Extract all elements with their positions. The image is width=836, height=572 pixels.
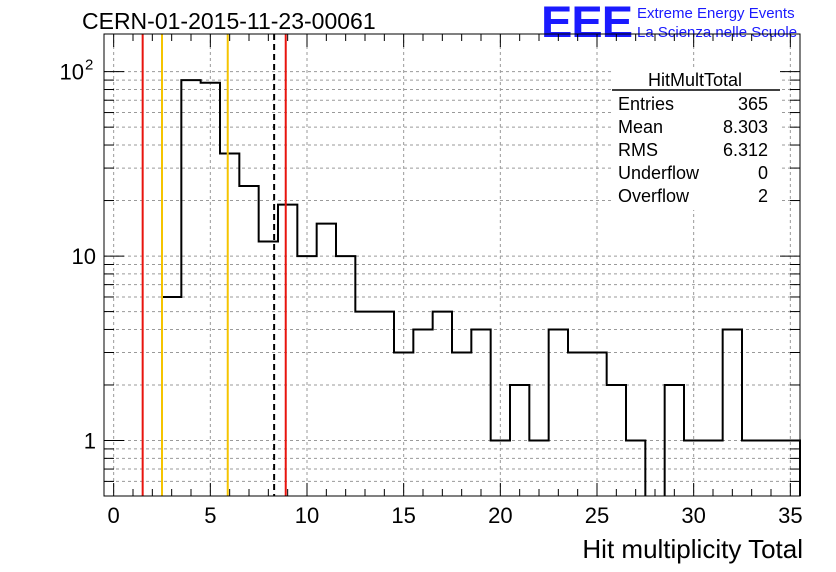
stats-value: 8.303 [723, 117, 768, 137]
chart-title: CERN-01-2015-11-23-00061 [82, 8, 376, 34]
x-tick-label: 20 [488, 503, 512, 528]
stats-label: RMS [618, 140, 658, 160]
x-tick-label: 25 [585, 503, 609, 528]
stats-value: 0 [758, 163, 768, 183]
stats-label: Underflow [618, 163, 700, 183]
x-axis-label: Hit multiplicity Total [582, 534, 803, 564]
x-tick-label: 30 [681, 503, 705, 528]
logo-subtitle: Extreme Energy Events La Scienza nelle S… [637, 4, 797, 42]
stats-value: 2 [758, 186, 768, 206]
logo-line-2: La Scienza nelle Scuole [637, 24, 798, 41]
x-tick-label: 0 [108, 503, 120, 528]
x-tick-label: 10 [295, 503, 319, 528]
eee-logo: EEE [541, 0, 633, 47]
stats-value: 6.312 [723, 140, 768, 160]
stats-label: Overflow [618, 186, 690, 206]
stats-label: Mean [618, 117, 663, 137]
logo-line-1: Extreme Energy Events [637, 5, 795, 22]
stats-value: 365 [738, 94, 768, 114]
vertical-markers [141, 34, 287, 496]
y-tick-label: 10 [72, 244, 96, 269]
x-tick-label: 35 [778, 503, 802, 528]
stats-title: HitMultTotal [648, 70, 742, 90]
y-tick-label: 1 [84, 428, 96, 453]
y-tick-label: 10 [60, 60, 84, 85]
x-tick-label: 15 [391, 503, 415, 528]
stats-box: HitMultTotal Entries 365 Mean 8.303 RMS 6.312 U… [612, 70, 780, 210]
y-tick-label-exponent: 2 [85, 57, 93, 74]
stats-label: Entries [618, 94, 674, 114]
stats-box-bg [612, 70, 780, 210]
x-tick-label: 5 [204, 503, 216, 528]
